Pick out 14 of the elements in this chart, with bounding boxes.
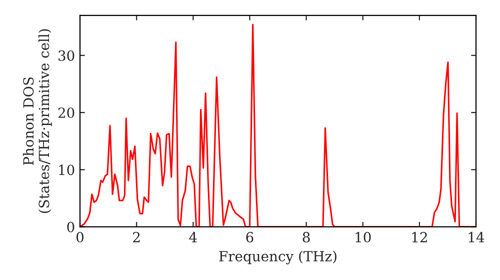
x-tick-label: 2 <box>133 232 140 242</box>
x-tick-label: 8 <box>302 232 310 242</box>
x-tick-label: 4 <box>189 232 197 242</box>
y-tick-label: 0 <box>67 222 74 232</box>
y-tick-label: 10 <box>59 164 74 176</box>
x-tick-label: 6 <box>246 232 254 242</box>
y-tick-label: 30 <box>58 50 74 61</box>
x-axis-title: Frequency (THz) <box>219 250 336 264</box>
x-tick-label: 0 <box>76 232 84 242</box>
x-tick-label: 10 <box>356 232 371 242</box>
x-tick-label: 12 <box>412 232 427 242</box>
x-tick-label: 14 <box>468 232 484 242</box>
y-tick-label: 20 <box>58 108 74 118</box>
y-axis-title: Phonon DOS (States/THz·primitive cell) <box>22 29 52 213</box>
